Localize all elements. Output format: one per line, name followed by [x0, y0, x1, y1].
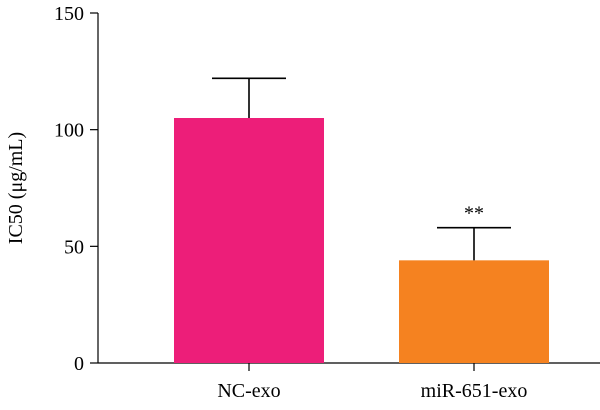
error-bars [212, 77, 511, 261]
x-tick-label: miR-651-exo [421, 380, 528, 402]
significance-marker: ** [464, 203, 484, 225]
bar-1 [174, 118, 324, 363]
x-axis: NC-exo miR-651-exo [98, 362, 600, 402]
y-tick-label: 50 [64, 236, 84, 258]
x-tick-label: NC-exo [217, 380, 280, 402]
y-axis-title: IC50 (μg/mL) [5, 132, 27, 244]
annotations: ** [464, 203, 484, 225]
y-axis: 0 50 100 150 [54, 3, 99, 375]
bar-2 [399, 260, 549, 363]
bars [174, 118, 549, 363]
y-tick-label: 0 [74, 353, 84, 375]
y-tick-label: 100 [54, 120, 84, 142]
y-tick-label: 150 [54, 3, 84, 25]
